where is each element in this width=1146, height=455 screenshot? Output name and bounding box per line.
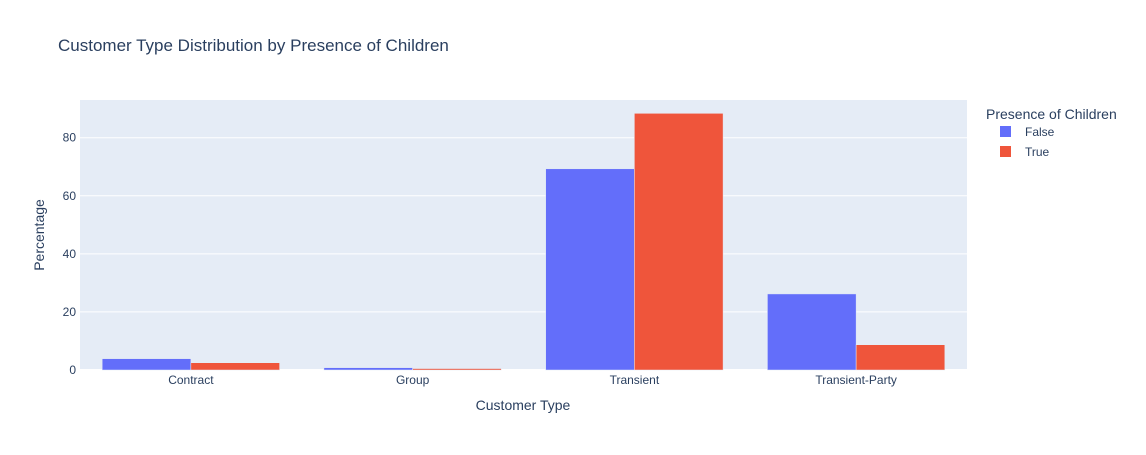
legend-swatch bbox=[1000, 126, 1011, 137]
y-axis-title: Percentage bbox=[31, 199, 47, 271]
bar-transient-party-true[interactable] bbox=[855, 344, 946, 371]
y-axis-ticks: 0 20 40 60 80 bbox=[63, 131, 77, 377]
x-tick-label: Group bbox=[396, 373, 430, 387]
bar-transient-party-false[interactable] bbox=[767, 293, 857, 371]
y-tick-label: 80 bbox=[63, 131, 77, 145]
bar-transient-false[interactable] bbox=[545, 168, 635, 371]
chart-title: Customer Type Distribution by Presence o… bbox=[58, 36, 449, 55]
bars bbox=[101, 113, 946, 371]
legend-title: Presence of Children bbox=[986, 106, 1117, 122]
x-tick-label: Transient-Party bbox=[815, 373, 897, 387]
legend: Presence of Children False True bbox=[986, 106, 1117, 159]
legend-item-true[interactable]: True bbox=[1000, 145, 1050, 159]
x-axis-ticks: Contract Group Transient Transient-Party bbox=[168, 373, 897, 387]
x-tick-label: Contract bbox=[168, 373, 214, 387]
legend-label: False bbox=[1025, 125, 1055, 139]
y-tick-label: 20 bbox=[63, 305, 77, 319]
legend-label: True bbox=[1025, 145, 1050, 159]
bar-group-false[interactable] bbox=[323, 367, 413, 371]
bar-contract-true[interactable] bbox=[190, 362, 280, 371]
legend-item-false[interactable]: False bbox=[1000, 125, 1055, 139]
x-axis-title: Customer Type bbox=[476, 397, 571, 413]
y-tick-label: 0 bbox=[69, 363, 76, 377]
x-tick-label: Transient bbox=[610, 373, 660, 387]
legend-swatch bbox=[1000, 146, 1011, 157]
y-tick-label: 60 bbox=[63, 189, 77, 203]
y-tick-label: 40 bbox=[63, 247, 77, 261]
bar-group-true[interactable] bbox=[412, 368, 502, 371]
legend-items: False True bbox=[1000, 125, 1055, 159]
bar-transient-true[interactable] bbox=[634, 113, 724, 371]
bar-contract-false[interactable] bbox=[101, 358, 192, 371]
